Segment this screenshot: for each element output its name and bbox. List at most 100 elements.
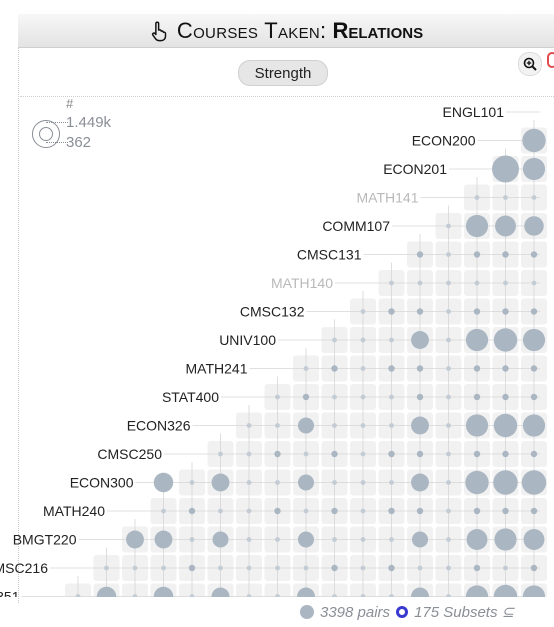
pair-bubble[interactable] <box>465 470 489 495</box>
pair-bubble[interactable] <box>524 216 544 236</box>
pair-bubble[interactable] <box>530 365 538 372</box>
pair-bubble[interactable] <box>502 450 509 458</box>
pair-bubble[interactable] <box>154 530 173 549</box>
pair-bubble[interactable] <box>466 529 488 550</box>
pair-bubble[interactable] <box>411 587 429 600</box>
pair-bubble[interactable] <box>473 365 481 372</box>
pair-bubble[interactable] <box>188 564 196 572</box>
course-label[interactable]: ECON326 <box>127 418 191 434</box>
course-label[interactable]: MATH240 <box>43 503 105 519</box>
pair-bubble[interactable] <box>494 528 517 551</box>
pair-bubble[interactable] <box>523 529 545 550</box>
pair-bubble[interactable] <box>411 473 429 492</box>
pair-bubble[interactable] <box>126 530 144 549</box>
pair-bubble[interactable] <box>297 531 315 548</box>
course-label[interactable]: ECON200 <box>412 133 476 149</box>
pair-bubble[interactable] <box>493 584 518 600</box>
pair-bubble[interactable] <box>473 393 481 401</box>
pair-bubble[interactable] <box>416 393 424 401</box>
pair-bubble[interactable] <box>331 450 338 458</box>
pair-bubble[interactable] <box>530 507 538 515</box>
pair-bubble[interactable] <box>502 308 509 315</box>
pair-bubble[interactable] <box>465 214 489 238</box>
pair-bubble[interactable] <box>297 417 315 434</box>
pair-bubble[interactable] <box>522 157 546 181</box>
pair-bubble[interactable] <box>493 328 518 352</box>
course-label[interactable]: CMSC131 <box>297 247 362 263</box>
pair-bubble[interactable] <box>530 251 538 258</box>
pair-bubble[interactable] <box>495 215 516 237</box>
course-label[interactable]: MATH241 <box>186 361 248 377</box>
pair-bubble[interactable] <box>388 365 395 372</box>
close-edge-icon[interactable] <box>547 52 554 68</box>
pair-bubble[interactable] <box>473 507 481 515</box>
pair-bubble[interactable] <box>465 585 489 600</box>
course-label[interactable]: UNIV100 <box>219 332 276 348</box>
course-label[interactable]: COMM107 <box>322 218 390 234</box>
course-label[interactable]: STAT400 <box>162 389 219 405</box>
pair-bubble[interactable] <box>416 365 424 372</box>
pair-bubble[interactable] <box>411 531 429 548</box>
pair-bubble[interactable] <box>96 586 117 600</box>
pair-bubble[interactable] <box>465 414 489 437</box>
pair-bubble[interactable] <box>411 331 429 349</box>
pair-bubble[interactable] <box>521 470 547 495</box>
course-label[interactable]: CMSC351 <box>0 589 20 601</box>
course-label[interactable]: ENGL101 <box>443 104 505 120</box>
pair-bubble[interactable] <box>522 414 546 437</box>
course-label[interactable]: CMSC250 <box>97 446 162 462</box>
pair-bubble[interactable] <box>530 308 538 315</box>
zoom-button[interactable] <box>518 52 542 76</box>
pair-bubble[interactable] <box>388 507 395 515</box>
course-label[interactable]: BMGT220 <box>13 532 77 548</box>
pair-bubble[interactable] <box>473 251 481 258</box>
pair-bubble[interactable] <box>388 308 395 315</box>
pair-bubble[interactable] <box>274 450 281 458</box>
pair-bubble[interactable] <box>331 365 338 372</box>
course-label[interactable]: MATH140 <box>271 275 333 291</box>
pair-bubble[interactable] <box>502 251 509 258</box>
pair-bubble[interactable] <box>530 450 538 458</box>
course-label[interactable]: CMSC132 <box>240 304 305 320</box>
pair-bubble[interactable] <box>331 564 338 572</box>
pair-bubble[interactable] <box>502 365 509 372</box>
course-label[interactable]: CMSC216 <box>0 560 48 576</box>
pair-bubble[interactable] <box>153 472 174 493</box>
course-label[interactable]: MATH141 <box>357 190 419 206</box>
pair-bubble[interactable] <box>473 564 481 572</box>
pair-bubble[interactable] <box>297 474 315 491</box>
pair-bubble[interactable] <box>502 507 509 515</box>
pair-bubble[interactable] <box>522 585 546 600</box>
pair-bubble[interactable] <box>530 393 538 401</box>
pair-bubble[interactable] <box>211 587 230 600</box>
pair-bubble[interactable] <box>388 450 395 458</box>
pair-bubble[interactable] <box>188 507 196 515</box>
pair-bubble[interactable] <box>502 393 509 401</box>
pair-bubble[interactable] <box>530 564 538 572</box>
pair-bubble[interactable] <box>493 470 518 495</box>
pair-bubble[interactable] <box>473 308 481 315</box>
pair-bubble[interactable] <box>493 413 518 438</box>
pair-bubble[interactable] <box>297 587 315 600</box>
course-label[interactable]: ECON201 <box>383 161 447 177</box>
pair-bubble[interactable] <box>211 473 230 492</box>
pair-bubble[interactable] <box>465 328 489 352</box>
pair-bubble[interactable] <box>416 308 424 315</box>
pair-bubble[interactable] <box>416 507 424 515</box>
pair-bubble[interactable] <box>522 128 546 153</box>
pair-bubble[interactable] <box>388 564 395 572</box>
pair-bubble[interactable] <box>416 251 424 258</box>
subsets-count[interactable]: 175 Subsets ⊆ <box>414 604 515 621</box>
pair-bubble[interactable] <box>522 328 546 352</box>
pair-bubble[interactable] <box>331 507 338 515</box>
course-label[interactable]: ECON300 <box>70 475 134 491</box>
strength-button[interactable]: Strength <box>238 60 328 86</box>
pair-bubble[interactable] <box>411 416 429 435</box>
pair-bubble[interactable] <box>153 586 174 600</box>
pair-bubble[interactable] <box>274 507 281 515</box>
pair-bubble[interactable] <box>212 531 229 548</box>
pair-bubble[interactable] <box>302 393 310 401</box>
pair-bubble[interactable] <box>416 450 424 458</box>
pair-bubble[interactable] <box>492 155 519 183</box>
pair-bubble[interactable] <box>473 450 481 458</box>
